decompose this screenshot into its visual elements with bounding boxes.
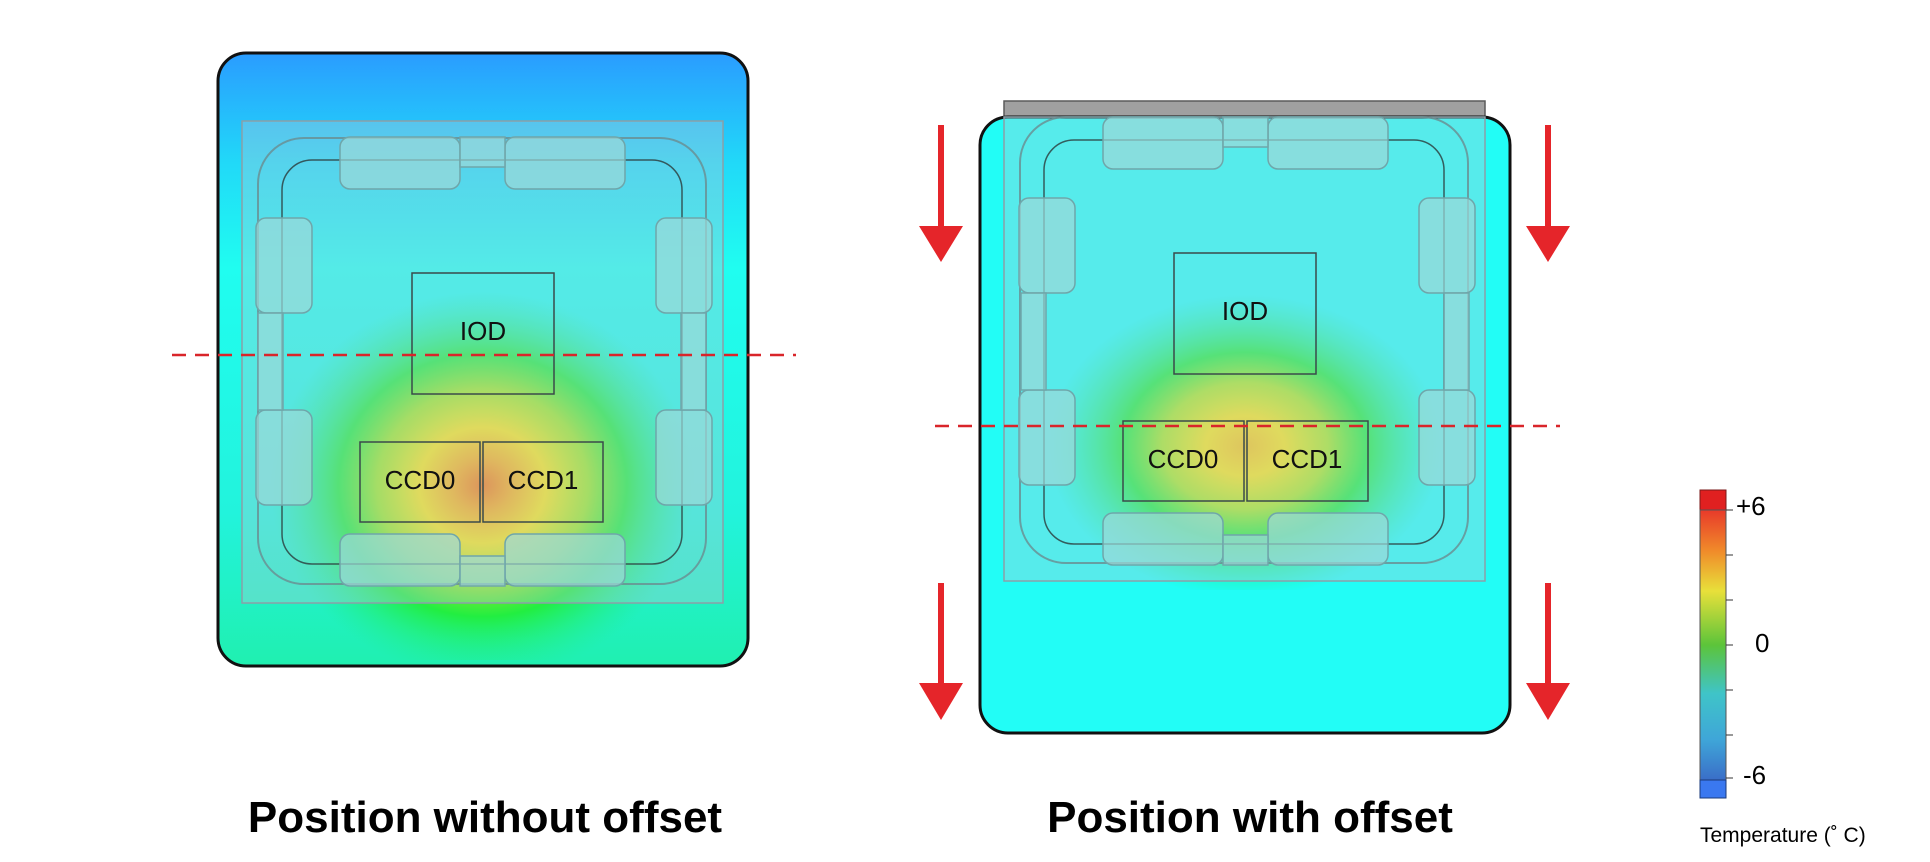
legend-mid-label: 0: [1755, 628, 1769, 658]
package-without-offset: IOD CCD0 CCD1: [172, 51, 796, 668]
substrate-right: [1003, 116, 1486, 582]
package-with-offset: IOD CCD0 CCD1: [935, 100, 1560, 735]
ccd0-label-right: CCD0: [1148, 444, 1219, 474]
arrow-down-icon: [919, 583, 963, 720]
caption-with-offset: Position with offset: [1047, 793, 1453, 842]
iod-die-left: [411, 272, 555, 395]
ccd0-die-left: [359, 441, 481, 523]
ccd0-label-left: CCD0: [385, 465, 456, 495]
arrow-down-icon: [1526, 583, 1570, 720]
legend-min-label: -6: [1743, 760, 1766, 790]
ccd1-label-right: CCD1: [1272, 444, 1343, 474]
force-arrows: [919, 125, 1570, 720]
ccd0-die-right: [1122, 420, 1245, 502]
ccd1-die-right: [1246, 420, 1369, 502]
legend-max-label: +6: [1736, 491, 1766, 521]
arrow-down-icon: [1526, 125, 1570, 262]
iod-label-right: IOD: [1222, 296, 1268, 326]
caption-without-offset: Position without offset: [248, 793, 723, 842]
legend-color-bar: [1699, 509, 1727, 781]
legend-max-swatch: [1699, 489, 1727, 511]
substrate-left: [241, 120, 724, 604]
iod-die-right: [1173, 252, 1317, 375]
ccd1-die-left: [482, 441, 604, 523]
temperature-legend: +6 0 -6 Temperature (˚ C): [1699, 489, 1866, 847]
heat-zone-right: [1010, 230, 1480, 590]
iod-label-left: IOD: [460, 316, 506, 346]
ccd1-label-left: CCD1: [508, 465, 579, 495]
arrow-down-icon: [919, 125, 963, 262]
retention-bar: [1003, 100, 1486, 118]
legend-title: Temperature (˚ C): [1700, 824, 1866, 847]
legend-min-swatch: [1699, 779, 1727, 799]
